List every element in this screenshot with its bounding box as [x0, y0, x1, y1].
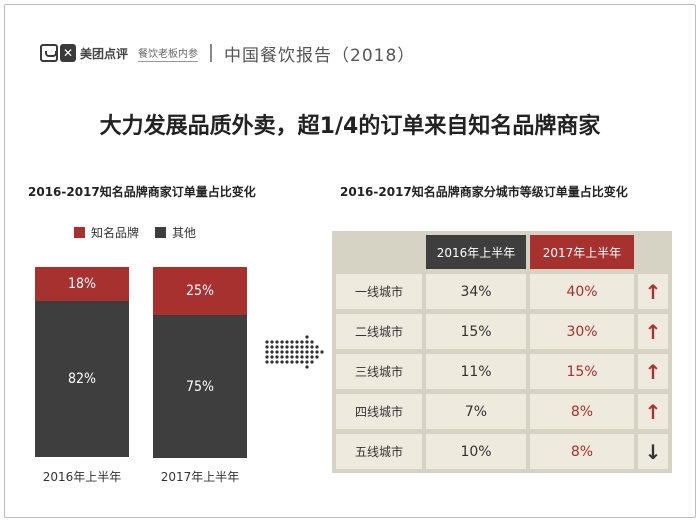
bar-segment-brand: 25% — [153, 267, 247, 315]
arrow-up-icon: ↑ — [638, 314, 668, 349]
bar-segment-other: 82% — [35, 301, 129, 457]
table-row-value-2016: 10% — [426, 434, 526, 469]
bar-data-label: 18% — [68, 276, 96, 292]
right-table-title: 2016-2017知名品牌商家分城市等级订单量占比变化 — [340, 185, 628, 199]
city-tier-table — [332, 231, 672, 473]
sub-brand-name: 餐饮老板内参 — [138, 45, 199, 62]
report-header: ✕ 美团点评 餐饮老板内参 中国餐饮报告（2018） — [40, 40, 415, 66]
table-row-value-2016: 7% — [426, 394, 526, 429]
left-chart-title: 2016-2017知名品牌商家订单量占比变化 — [28, 185, 256, 199]
table-row-value-2017: 40% — [530, 274, 634, 309]
legend-swatch-brand — [74, 227, 85, 238]
table-row-city: 四线城市 — [336, 394, 422, 429]
arrow-down-icon: ↓ — [638, 434, 668, 469]
fork-knife-logo-icon: ✕ — [60, 44, 76, 62]
arrow-up-icon: ↑ — [638, 394, 668, 429]
table-header-2017: 2017年上半年 — [530, 235, 634, 269]
bar-data-label: 25% — [186, 283, 214, 299]
bar-segment-other: 75% — [153, 315, 247, 458]
bar-data-label: 82% — [68, 371, 96, 387]
legend-item-other: 其他 — [155, 224, 196, 241]
report-title: 中国餐饮报告（2018） — [224, 45, 416, 66]
table-row-city: 一线城市 — [336, 274, 422, 309]
arrow-down-glyph: ↓ — [644, 439, 662, 464]
legend-label-other: 其他 — [172, 226, 197, 240]
table-row-value-2017: 15% — [530, 354, 634, 389]
arrow-up-glyph: ↑ — [644, 399, 662, 424]
table-header-2016: 2016年上半年 — [426, 235, 526, 269]
table-row-value-2016: 15% — [426, 314, 526, 349]
legend-label-brand: 知名品牌 — [91, 226, 140, 240]
table-header-blank — [336, 235, 422, 269]
table-header-trend — [638, 235, 668, 269]
arrow-up-glyph: ↑ — [644, 359, 662, 384]
dotted-arrow-icon — [265, 335, 324, 369]
page-title: 大力发展品质外卖，超1/4的订单来自知名品牌商家 — [99, 114, 601, 139]
bar-segment-brand: 18% — [35, 267, 129, 301]
bar-category-label: 2017年上半年 — [160, 470, 240, 484]
table-row-value-2016: 11% — [426, 354, 526, 389]
table-row-city: 五线城市 — [336, 434, 422, 469]
meituan-logo-icon — [40, 44, 58, 62]
chart-legend: 知名品牌 其他 — [74, 224, 212, 241]
bar-1: 18% 82% — [35, 267, 129, 457]
table-row-value-2017: 8% — [530, 394, 634, 429]
header-divider — [210, 44, 213, 62]
table-row-city: 三线城市 — [336, 354, 422, 389]
arrow-up-icon: ↑ — [638, 354, 668, 389]
brand-name: 美团点评 — [80, 46, 129, 61]
bar-data-label: 75% — [186, 378, 214, 395]
arrow-up-icon: ↑ — [638, 274, 668, 309]
table-row-city: 二线城市 — [336, 314, 422, 349]
legend-swatch-other — [155, 227, 167, 238]
table-row-value-2017: 8% — [530, 434, 634, 469]
bar-category-label: 2016年上半年 — [42, 470, 122, 484]
arrow-up-glyph: ↑ — [644, 319, 662, 344]
bar-2: 25% 75% — [153, 267, 247, 458]
arrow-up-glyph: ↑ — [644, 279, 662, 304]
table-row-value-2017: 30% — [530, 314, 634, 349]
legend-item-brand: 知名品牌 — [74, 224, 139, 241]
table-row-value-2016: 34% — [426, 274, 526, 309]
